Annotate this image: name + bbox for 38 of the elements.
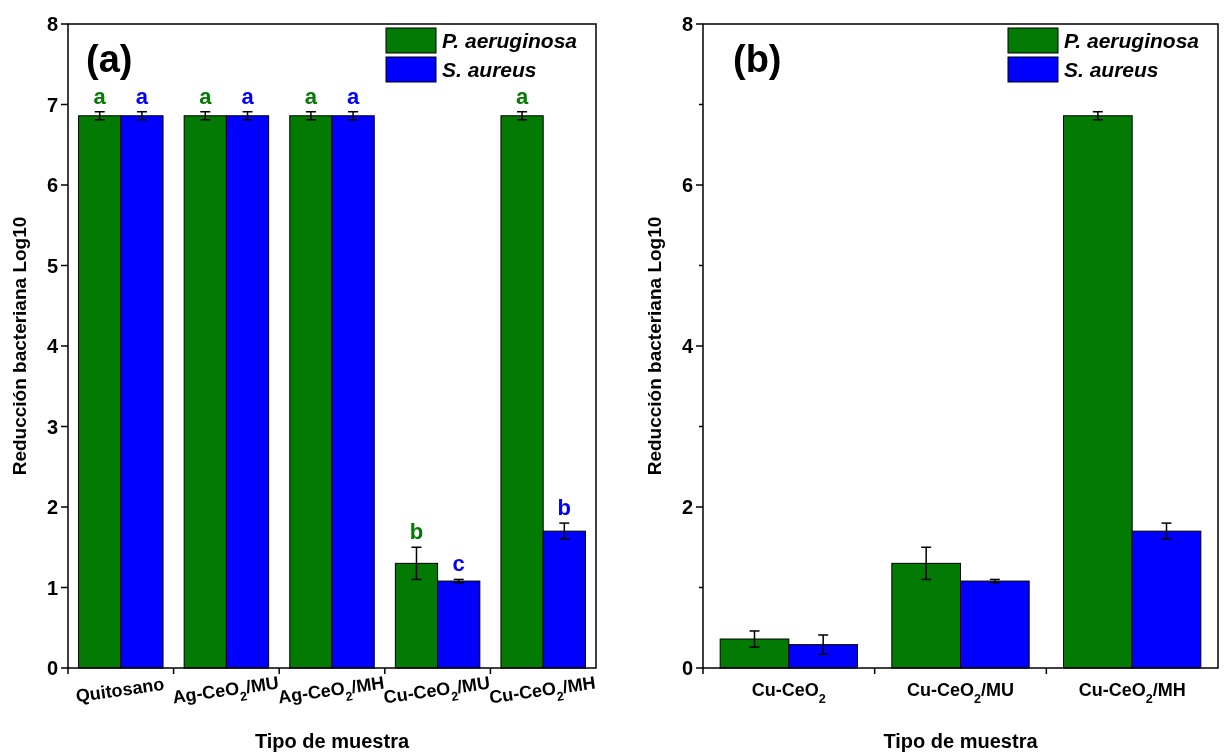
y-axis-title: Reducción bacteriana Log10 — [644, 216, 665, 476]
x-tick-label: Cu-CeO$_{2}$ — [751, 680, 826, 706]
y-tick-label: 7 — [46, 93, 58, 116]
y-tick-label: 2 — [681, 496, 693, 518]
data-label: a — [199, 83, 213, 109]
x-axis-title: Tipo de muestra — [883, 730, 1039, 752]
y-tick-label: 0 — [46, 657, 58, 679]
legend-label: P. aeruginosa — [1064, 29, 1200, 52]
data-label: b — [557, 495, 572, 521]
y-tick-label: 8 — [681, 13, 693, 35]
y-tick-label: 6 — [681, 174, 693, 196]
data-label: a — [93, 83, 107, 109]
x-tick-label: Quitosano — [74, 673, 166, 707]
x-tick-label: Cu-CeO$_{2}$/MH — [1078, 680, 1186, 706]
legend-label: S. aureus — [442, 58, 537, 81]
y-axis-title: Reducción bacteriana Log10 — [9, 216, 30, 476]
data-label: b — [409, 519, 424, 545]
y-tick-label: 3 — [46, 415, 58, 438]
data-label: a — [135, 83, 149, 109]
data-label: a — [241, 83, 255, 109]
y-tick-label: 2 — [46, 496, 58, 518]
data-label: c — [452, 551, 465, 577]
legend-label: S. aureus — [1064, 58, 1159, 81]
y-tick-label: 1 — [46, 576, 58, 599]
chart-title: (b) — [733, 38, 782, 80]
y-tick-label: 4 — [46, 335, 59, 357]
y-tick-label: 0 — [681, 657, 693, 679]
x-axis-title: Tipo de muestra — [254, 730, 410, 752]
x-tick-label: Cu-CeO$_{2}$/MU — [906, 680, 1015, 706]
y-tick-label: 5 — [46, 254, 58, 277]
y-tick-label: 6 — [46, 174, 58, 196]
data-label: a — [304, 83, 318, 109]
chart-title: (a) — [86, 38, 133, 80]
y-tick-label: 4 — [681, 335, 694, 357]
data-label: a — [515, 83, 529, 109]
y-tick-label: 8 — [46, 13, 58, 35]
legend-label: P. aeruginosa — [442, 29, 578, 52]
data-label: a — [346, 83, 360, 109]
